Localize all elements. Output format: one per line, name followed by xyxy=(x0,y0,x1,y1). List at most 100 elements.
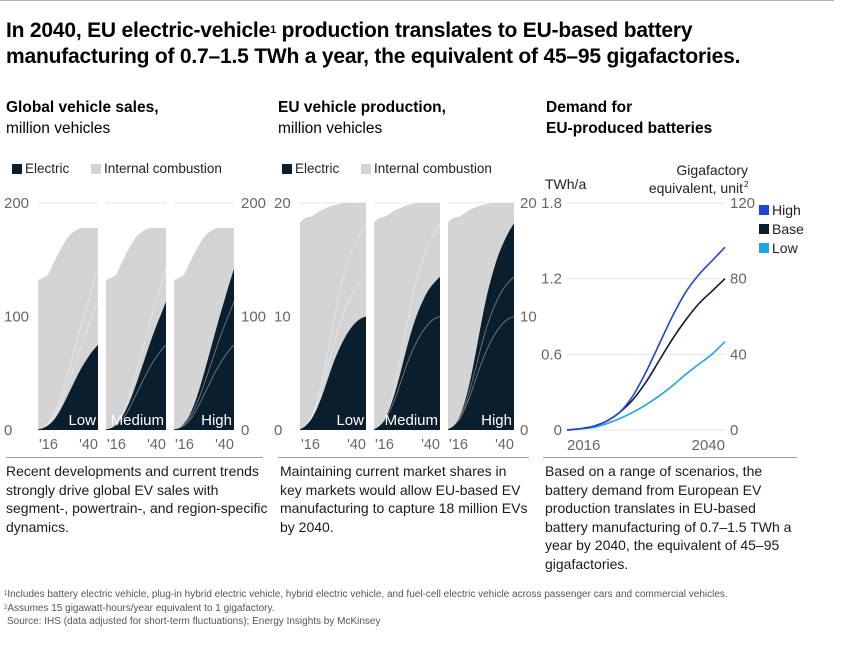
other-scenario-line xyxy=(173,344,235,430)
legend-swatch-ice xyxy=(361,164,372,174)
scenario-label: High xyxy=(201,412,232,429)
separator xyxy=(543,457,797,458)
panel-eu-title-unit: million vehicles xyxy=(278,120,383,137)
y-axis-label-left: TWh/a xyxy=(545,176,586,192)
other-scenario-line xyxy=(299,276,367,430)
panel-battery-description: Based on a range of scenarios, the batte… xyxy=(545,463,792,572)
y-tick-label-right: 0 xyxy=(520,422,528,439)
y-tick-label-left: 0 xyxy=(274,422,282,439)
x-tick-label: '16 xyxy=(175,437,194,453)
legend-label-base: Base xyxy=(772,221,804,237)
x-tick-label: '40 xyxy=(147,437,166,453)
footnotes: 1Includes battery electric vehicle, plug… xyxy=(4,588,728,629)
battery-demand-chart: TWh/a Gigafactory equivalent, unit 2 0 0 0.6 40… xyxy=(541,162,804,454)
x-tick-label: '40 xyxy=(347,437,366,453)
footnote-1-text: Includes battery electric vehicle, plug-… xyxy=(7,589,728,600)
separator xyxy=(278,457,529,458)
panel-global-title: Global vehicle sales, million vehicles xyxy=(6,97,159,139)
global-sales-chart: 0 0 100 100 200 200 Low '16 '40 Medium '16 '40 High '… xyxy=(4,195,266,453)
legend-swatch-base xyxy=(759,224,769,234)
y-tick-label-right: 120 xyxy=(730,195,755,212)
headline-footnote-ref: 1 xyxy=(270,24,276,36)
series-line-low xyxy=(566,341,726,431)
electric-area xyxy=(38,344,98,430)
x-tick-label: '16 xyxy=(301,437,320,453)
other-scenario-line xyxy=(447,316,515,430)
legend-label-high: High xyxy=(772,202,801,218)
electric-area xyxy=(174,268,234,430)
scenario-low: Low '16 '40 xyxy=(37,227,99,453)
electric-area xyxy=(374,276,440,430)
electric-area xyxy=(300,316,366,430)
legend-swatch-electric xyxy=(282,164,292,174)
other-scenario-line xyxy=(105,344,167,430)
other-scenario-line xyxy=(299,223,367,430)
scenario-label: Medium xyxy=(385,412,438,429)
footnote-2-marker: 2 xyxy=(4,604,8,611)
other-scenario-line xyxy=(173,301,235,430)
legend-label-electric: Electric xyxy=(295,161,340,176)
y-tick-label-left: 20 xyxy=(274,195,291,212)
y-tick-label-right: 100 xyxy=(241,309,266,326)
y-tick-label-left: 0 xyxy=(554,422,562,439)
separator xyxy=(6,457,263,458)
other-scenario-line xyxy=(105,268,167,430)
panel-battery-title-line1: Demand for xyxy=(546,99,633,116)
headline: In 2040, EU electric-vehicle1 production… xyxy=(6,18,826,70)
panel-battery-title-line2: EU-produced batteries xyxy=(546,120,713,137)
scenario-label: Low xyxy=(68,412,96,429)
legend-item-electric: Electric xyxy=(282,161,339,176)
panel-global-title-bold: Global vehicle sales, xyxy=(6,99,159,116)
legend-item-electric: Electric xyxy=(12,161,69,176)
x-tick-label: '16 xyxy=(39,437,58,453)
other-scenario-line xyxy=(37,301,99,430)
scenario-low: Low '16 '40 xyxy=(299,202,367,453)
other-scenario-line xyxy=(373,316,441,430)
footnote-1-marker: 1 xyxy=(4,591,8,597)
x-tick-label: '40 xyxy=(421,437,440,453)
y-tick-label-left: 10 xyxy=(274,309,291,326)
y-tick-label-left: 100 xyxy=(4,309,29,326)
footnote-2-text: Assumes 15 gigawatt-hours/year equivalen… xyxy=(7,602,275,614)
footnote-2: 2Assumes 15 gigawatt-hours/year equivale… xyxy=(4,602,728,616)
y-tick-label-right: 0 xyxy=(730,422,738,439)
panel-global-legend: Electric Internal combustion xyxy=(12,161,240,176)
legend-label-ice: Internal combustion xyxy=(104,161,222,176)
legend-label-low: Low xyxy=(772,240,799,256)
y-tick-label-right: 0 xyxy=(241,422,249,439)
legend-label-ice: Internal combustion xyxy=(374,161,492,176)
headline-part1: In 2040, EU electric-vehicle xyxy=(6,19,271,42)
eu-production-chart: 0 0 10 10 20 20 Low '16 '40 Medium '16 '40 High '16 '4… xyxy=(274,195,537,453)
y-tick-label-right: 20 xyxy=(520,195,537,212)
legend-item-ice: Internal combustion xyxy=(91,161,222,176)
scenario-label: High xyxy=(481,412,512,429)
panel-global-description: Recent developments and current trends s… xyxy=(6,463,268,535)
y-tick-label-left: 200 xyxy=(4,195,29,212)
x-tick-label: '40 xyxy=(495,437,514,453)
electric-area xyxy=(106,301,166,430)
scenario-label: Medium xyxy=(111,412,164,429)
x-tick-label: '16 xyxy=(107,437,126,453)
other-scenario-line xyxy=(373,223,441,430)
scenario-high: High '16 '40 xyxy=(173,227,235,453)
legend-swatch-ice xyxy=(91,164,102,174)
y-axis-label-right-sup: 2 xyxy=(744,180,749,189)
legend-label-electric: Electric xyxy=(25,161,70,176)
series-line-high xyxy=(566,246,726,431)
scenario-label: Low xyxy=(336,412,364,429)
x-tick-label: '16 xyxy=(449,437,468,453)
other-scenario-line xyxy=(37,268,99,430)
y-tick-label-left: 0.6 xyxy=(541,346,562,363)
x-tick-label: '40 xyxy=(215,437,234,453)
legend-swatch-electric xyxy=(12,164,22,174)
other-scenario-line xyxy=(447,276,515,430)
x-tick-label: 2040 xyxy=(692,437,725,454)
panel-eu-title-bold: EU vehicle production, xyxy=(278,99,446,116)
panel-eu-description: Maintaining current market shares in key… xyxy=(280,463,528,535)
scenario-medium: Medium '16 '40 xyxy=(105,227,167,453)
y-tick-label-left: 1.2 xyxy=(541,271,562,288)
headline-part2: production translates to EU-based batter… xyxy=(6,19,741,68)
x-tick-label: '40 xyxy=(79,437,98,453)
y-tick-label-right: 40 xyxy=(730,346,747,363)
panel-battery-title: Demand for EU-produced batteries xyxy=(546,97,712,139)
